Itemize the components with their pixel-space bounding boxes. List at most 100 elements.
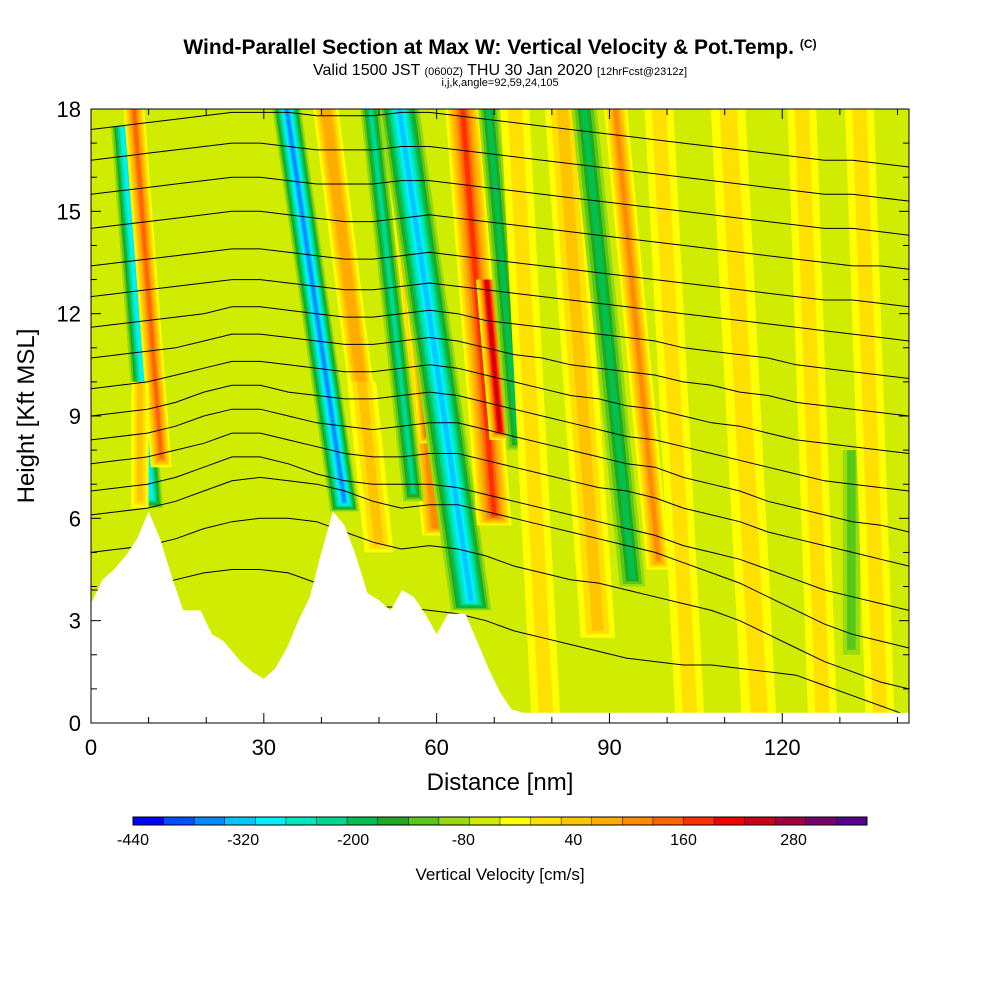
vertical-velocity-field [91, 109, 909, 723]
x-tick-label: 90 [597, 735, 621, 760]
isentrope-line [91, 476, 909, 649]
velocity-band-level [847, 450, 856, 650]
velocity-band [131, 381, 149, 509]
colorbar: -440 -320 -200 -80 40 160 280 [117, 816, 868, 849]
x-tick-label: 120 [764, 735, 801, 760]
velocity-band [710, 109, 777, 723]
velocity-band [476, 279, 511, 440]
chart-subtitle: Valid 1500 JST (0600Z) THU 30 Jan 2020 [… [0, 62, 1000, 80]
velocity-band-level [396, 109, 474, 602]
colorbar-tick-label: -440 [117, 832, 149, 849]
colorbar-tick-label: -320 [227, 832, 259, 849]
colorbar-swatch [591, 817, 623, 825]
subtitle-date: THU 30 Jan 2020 [467, 62, 593, 79]
y-tick-label: 0 [69, 711, 81, 736]
params-text: i,j,k,angle=92,59,24,105 [441, 77, 559, 89]
velocity-band-level [132, 109, 163, 459]
isentrope-line [91, 408, 909, 533]
velocity-band [347, 381, 394, 553]
colorbar-tick-label: -80 [452, 832, 475, 849]
y-tick-label: 9 [69, 404, 81, 429]
colorbar-swatch [377, 817, 409, 825]
subtitle-utc: (0600Z) [424, 66, 463, 78]
velocity-band [123, 109, 172, 468]
colorbar-swatch [530, 817, 562, 825]
velocity-band-level [556, 109, 604, 631]
x-axis-title: Distance [nm] [427, 769, 574, 796]
isentrope-line [91, 142, 909, 202]
colorbar-swatch [500, 817, 531, 825]
title-text: Wind-Parallel Section at Max W: Vertical… [183, 36, 794, 59]
isentrope-line [91, 210, 909, 270]
colorbar-swatch [683, 817, 715, 825]
colorbar-swatch [194, 817, 226, 825]
isentrope-line [91, 248, 909, 308]
chart-params: i,j,k,angle=92,59,24,105 [0, 77, 1000, 89]
isentrope-line [91, 111, 909, 168]
isentrope-line [91, 432, 909, 567]
colorbar-swatch [438, 817, 470, 825]
velocity-band-level [137, 381, 143, 502]
isentrope-line [91, 517, 909, 690]
x-tick-label: 60 [424, 735, 448, 760]
velocity-band-level [794, 109, 830, 718]
velocity-band-level [356, 381, 384, 546]
isentrope-line [91, 569, 909, 717]
x-tick-label: 30 [252, 735, 276, 760]
colorbar-swatch [622, 817, 654, 825]
colorbar-swatch [408, 817, 440, 825]
colorbar-swatch [652, 817, 684, 825]
colorbar-swatch [561, 817, 593, 825]
subtitle-fcst: [12hrFcst@2312z] [596, 66, 688, 78]
y-tick-label: 15 [57, 199, 81, 224]
y-axis-title: Height [Kft MSL] [13, 329, 40, 504]
colorbar-swatch [347, 817, 378, 825]
y-tick-label: 6 [69, 506, 81, 531]
velocity-band [544, 109, 616, 638]
velocity-band-level [580, 109, 636, 579]
isentrope-line [91, 306, 909, 379]
x-tick-label: 0 [85, 735, 97, 760]
colorbar-swatch [805, 817, 837, 825]
velocity-band-level [485, 109, 520, 443]
colorbar-swatch [775, 817, 807, 825]
velocity-band [360, 109, 424, 502]
colorbar-swatch [836, 817, 868, 825]
velocity-band-level [485, 279, 502, 431]
colorbar-swatch [469, 817, 501, 825]
axis-ticks: 0 30 60 90 120 0 3 6 9 12 15 18 [57, 97, 909, 760]
title-mark: (C) [799, 37, 817, 51]
colorbar-tick-label: 40 [565, 832, 583, 849]
potential-temperature-contours [91, 111, 909, 717]
isentrope-line [91, 384, 909, 492]
colorbar-swatch [255, 817, 287, 825]
terrain-surface [91, 511, 909, 723]
colorbar-swatch [316, 817, 348, 825]
colorbar-tick-label: 160 [670, 832, 697, 849]
subtitle-valid: Valid 1500 JST [312, 62, 420, 79]
colorbar-swatch [133, 817, 164, 825]
chart-title: Wind-Parallel Section at Max W: Vertical… [0, 36, 1000, 60]
isentrope-line [91, 176, 909, 236]
colorbar-title: Vertical Velocity [cm/s] [415, 865, 584, 884]
velocity-band-level [719, 109, 768, 718]
velocity-band-level [285, 109, 347, 503]
colorbar-swatch [714, 817, 745, 825]
velocity-band [787, 109, 837, 723]
colorbar-swatch [224, 817, 256, 825]
velocity-band [379, 109, 492, 611]
colorbar-swatch [285, 817, 317, 825]
velocity-band-level [368, 109, 416, 494]
y-tick-label: 12 [57, 302, 81, 327]
velocity-band-level [852, 109, 888, 718]
colorbar-tick-label: 280 [780, 832, 807, 849]
y-tick-label: 18 [57, 97, 81, 122]
isentrope-line [91, 456, 909, 611]
isentrope-line [91, 333, 909, 417]
velocity-band [845, 109, 895, 723]
velocity-band [272, 109, 359, 512]
colorbar-swatch [744, 817, 776, 825]
isentrope-line [91, 360, 909, 454]
velocity-band-level [613, 109, 661, 562]
